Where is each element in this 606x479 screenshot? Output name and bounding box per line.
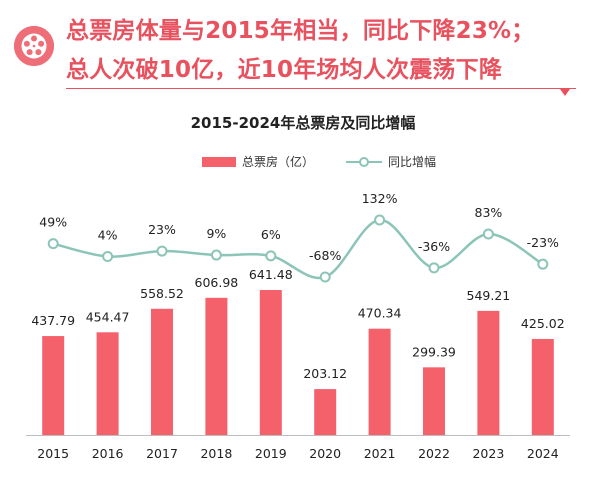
x-tick-2016: 2016 [92, 446, 124, 461]
growth-label-2020: -68% [309, 248, 341, 263]
bar-label-2016: 454.47 [86, 309, 130, 324]
growth-label-2023: 83% [475, 205, 503, 220]
x-tick-2017: 2017 [146, 446, 178, 461]
growth-label-2019: 6% [261, 227, 281, 242]
bar-2024 [531, 338, 554, 435]
legend-label-yoy-growth: 同比增幅 [388, 155, 437, 169]
x-tick-2022: 2022 [418, 446, 450, 461]
headline-line-1: 总票房体量与2015年相当，同比下降23%； [66, 18, 535, 44]
growth-point-2021 [374, 214, 386, 226]
bar-2021 [368, 328, 391, 435]
growth-point-2018 [210, 249, 222, 261]
growth-label-2017: 23% [148, 222, 176, 237]
chart-legend: 总票房（亿） 同比增幅 [0, 153, 606, 173]
growth-label-2015: 49% [39, 215, 67, 230]
x-tick-2020: 2020 [309, 446, 341, 461]
chart-title: 2015-2024年总票房及同比增幅 [190, 114, 416, 132]
bar-label-2023: 549.21 [467, 288, 511, 303]
growth-point-2019 [265, 250, 277, 262]
legend-label-box-office: 总票房（亿） [242, 155, 315, 169]
legend-bar-swatch [202, 156, 236, 167]
bar-2020 [314, 389, 337, 435]
legend-line-swatch [346, 156, 382, 167]
divider-marker [560, 89, 570, 96]
header-divider [66, 88, 576, 89]
growth-point-2022 [428, 262, 440, 274]
bar-label-2015: 437.79 [31, 313, 75, 328]
headline-line-2: 总人次破10亿，近10年场均人次震荡下降 [66, 57, 503, 83]
bar-2017 [151, 308, 173, 435]
growth-label-2024: -23% [527, 235, 559, 250]
yoy-growth-line [52, 218, 544, 280]
legend-item-box-office: 总票房（亿） [202, 153, 314, 170]
growth-point-2024 [537, 258, 549, 270]
bar-label-2018: 606.98 [195, 275, 239, 290]
legend-item-yoy-growth: 同比增幅 [346, 153, 436, 170]
bar-2023 [477, 310, 500, 435]
film-reel-icon [14, 26, 54, 66]
x-tick-2023: 2023 [472, 446, 504, 461]
bar-2019 [259, 290, 282, 435]
growth-point-2016 [102, 250, 114, 262]
bar-label-2024: 425.02 [521, 316, 565, 331]
x-tick-2024: 2024 [527, 446, 559, 461]
growth-label-2021: 132% [362, 191, 398, 206]
x-tick-2018: 2018 [200, 446, 232, 461]
bar-label-2019: 641.48 [249, 267, 293, 282]
bar-2016 [96, 332, 119, 435]
growth-point-2023 [482, 228, 494, 240]
growth-label-2016: 4% [98, 227, 118, 242]
header: 总票房体量与2015年相当，同比下降23%； 总人次破10亿，近10年场均人次震… [0, 0, 606, 96]
growth-point-2017 [156, 245, 168, 257]
bar-label-2020: 203.12 [303, 366, 347, 381]
bar-2018 [205, 297, 228, 435]
growth-point-2015 [47, 238, 59, 250]
x-tick-2021: 2021 [364, 446, 396, 461]
growth-label-2018: 9% [206, 226, 226, 241]
growth-point-2020 [319, 271, 331, 283]
x-tick-2019: 2019 [255, 446, 287, 461]
bar-2022 [423, 367, 445, 435]
bar-label-2017: 558.52 [140, 286, 184, 301]
bar-label-2022: 299.39 [412, 344, 456, 359]
x-tick-2015: 2015 [37, 446, 69, 461]
bar-label-2021: 470.34 [358, 306, 402, 321]
bar-2015 [42, 336, 65, 435]
growth-label-2022: -36% [418, 239, 450, 254]
